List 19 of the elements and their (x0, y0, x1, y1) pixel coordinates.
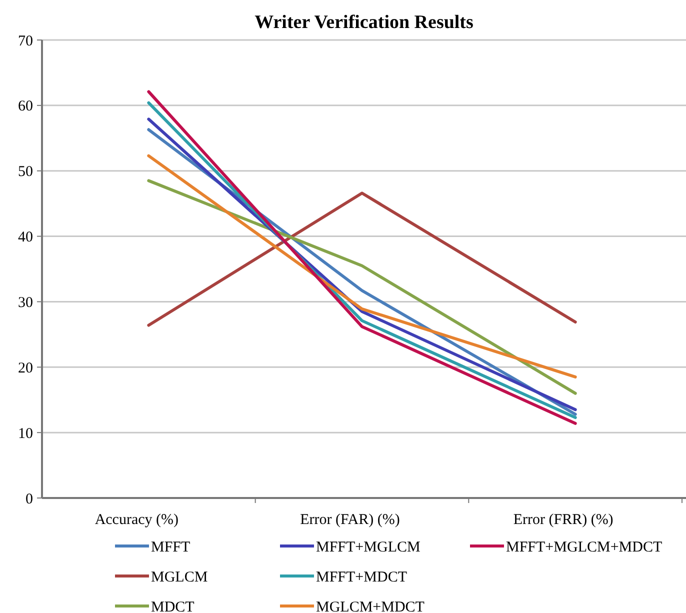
y-tick-label: 20 (18, 360, 33, 376)
legend-label: MDCT (151, 599, 194, 613)
legend-label: MFFT+MGLCM+MDCT (506, 539, 662, 556)
x-tick-label: Error (FRR) (%) (513, 512, 614, 528)
y-tick-label: 40 (18, 230, 33, 246)
y-tick-label: 0 (26, 491, 33, 508)
y-tick-label: 10 (18, 426, 33, 442)
y-tick-label: 60 (18, 98, 33, 115)
legend-label: MFFT+MDCT (316, 569, 407, 586)
y-tick-label: 30 (18, 294, 33, 311)
x-tick-label: Accuracy (%) (94, 512, 179, 528)
y-tick-label: 70 (18, 33, 33, 50)
x-tick-label: Error (FAR) (%) (300, 512, 400, 528)
chart-title: Writer Verification Results (254, 12, 474, 33)
legend-label: MFFT+MGLCM (316, 539, 420, 556)
legend-label: MFFT (151, 539, 190, 556)
legend-label: MGLCM+MDCT (316, 599, 424, 613)
y-tick-label: 50 (18, 164, 33, 180)
legend-label: MGLCM (151, 569, 208, 586)
